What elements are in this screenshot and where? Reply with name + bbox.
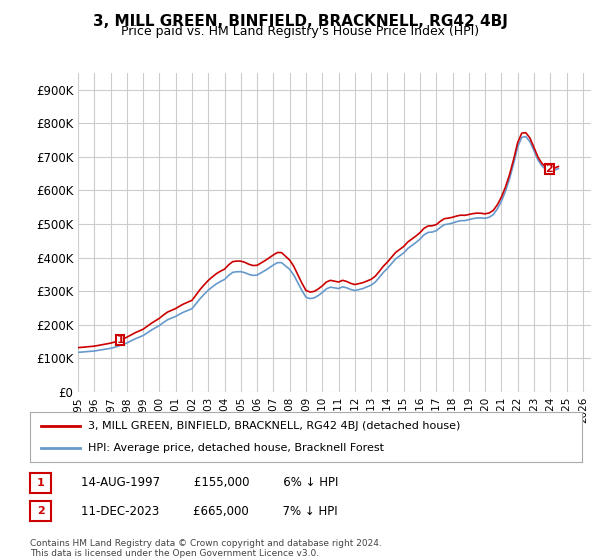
- Text: 1: 1: [116, 335, 124, 345]
- Text: 2: 2: [545, 164, 553, 174]
- FancyBboxPatch shape: [116, 335, 124, 345]
- Text: 3, MILL GREEN, BINFIELD, BRACKNELL, RG42 4BJ: 3, MILL GREEN, BINFIELD, BRACKNELL, RG42…: [92, 14, 508, 29]
- Text: 14-AUG-1997         £155,000         6% ↓ HPI: 14-AUG-1997 £155,000 6% ↓ HPI: [81, 476, 338, 489]
- Text: 2: 2: [37, 506, 44, 516]
- Text: HPI: Average price, detached house, Bracknell Forest: HPI: Average price, detached house, Brac…: [88, 443, 384, 453]
- Text: Price paid vs. HM Land Registry's House Price Index (HPI): Price paid vs. HM Land Registry's House …: [121, 25, 479, 38]
- Text: 1: 1: [37, 478, 44, 488]
- Text: Contains HM Land Registry data © Crown copyright and database right 2024.
This d: Contains HM Land Registry data © Crown c…: [30, 539, 382, 558]
- Text: 3, MILL GREEN, BINFIELD, BRACKNELL, RG42 4BJ (detached house): 3, MILL GREEN, BINFIELD, BRACKNELL, RG42…: [88, 421, 460, 431]
- Text: 11-DEC-2023         £665,000         7% ↓ HPI: 11-DEC-2023 £665,000 7% ↓ HPI: [81, 505, 338, 518]
- FancyBboxPatch shape: [545, 164, 554, 174]
